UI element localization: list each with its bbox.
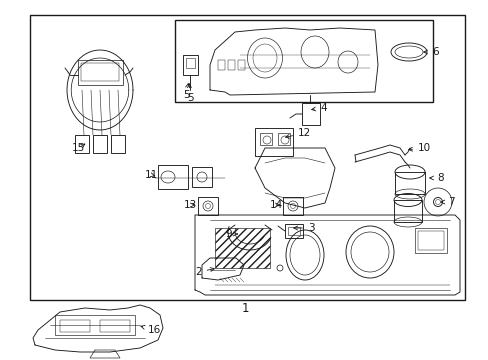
Text: 5: 5	[186, 84, 193, 103]
Text: 7: 7	[440, 197, 454, 207]
Bar	[93, 135, 107, 153]
Text: 12: 12	[285, 128, 311, 138]
Text: 11: 11	[145, 170, 158, 180]
Text: 10: 10	[408, 143, 430, 153]
Bar	[260, 133, 271, 145]
Bar	[278, 133, 289, 145]
Bar	[302, 103, 319, 125]
Bar	[215, 228, 269, 268]
Bar	[218, 60, 224, 70]
Bar	[158, 165, 187, 189]
Text: 5: 5	[183, 84, 189, 100]
Bar	[111, 135, 125, 153]
Text: 6: 6	[423, 47, 438, 57]
Bar	[100, 320, 130, 332]
Text: 3: 3	[293, 223, 314, 233]
Bar	[185, 58, 195, 68]
Bar	[393, 200, 421, 222]
Bar	[283, 197, 303, 215]
Bar	[287, 227, 299, 235]
Text: 15: 15	[72, 143, 85, 153]
Bar	[394, 172, 424, 194]
Text: 9: 9	[224, 229, 237, 239]
Bar	[198, 197, 218, 215]
Text: 16: 16	[141, 325, 161, 335]
Bar	[175, 20, 432, 102]
Bar	[417, 231, 443, 250]
Text: 8: 8	[429, 173, 443, 183]
Text: 4: 4	[311, 103, 326, 113]
Text: 2: 2	[195, 267, 214, 277]
Bar	[414, 228, 446, 253]
Bar	[192, 167, 212, 187]
Bar	[183, 55, 198, 75]
Bar	[78, 60, 123, 85]
Text: 13: 13	[183, 200, 197, 210]
Bar	[285, 224, 303, 238]
Bar	[81, 63, 119, 81]
Bar	[238, 60, 244, 70]
Text: 1: 1	[241, 301, 248, 315]
Bar	[55, 315, 135, 335]
Bar	[30, 15, 464, 300]
Bar	[227, 60, 235, 70]
Bar	[254, 128, 292, 156]
Text: 14: 14	[269, 200, 283, 210]
Bar	[60, 320, 90, 332]
Bar	[75, 135, 89, 153]
